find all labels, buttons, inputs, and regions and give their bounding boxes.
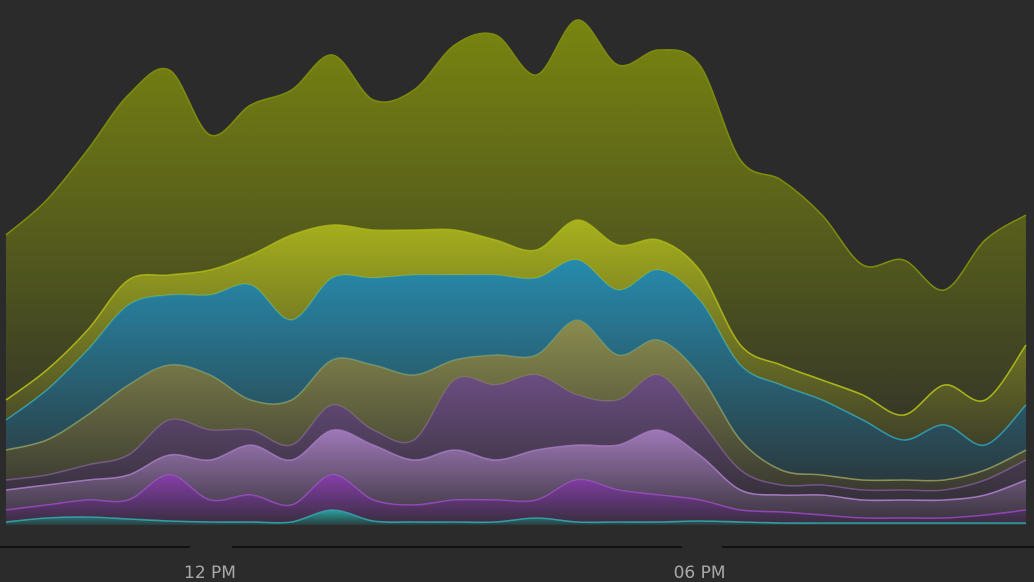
area-edge bbox=[5, 19, 1027, 291]
area bbox=[6, 19, 1026, 416]
plot-area bbox=[5, 19, 1027, 525]
area bbox=[6, 259, 1026, 481]
area bbox=[6, 374, 1026, 501]
x-tick-label: 06 PM bbox=[674, 563, 726, 582]
area bbox=[6, 429, 1026, 519]
area bbox=[6, 474, 1026, 524]
x-tick-label: 12 PM bbox=[184, 563, 236, 582]
area bbox=[6, 320, 1026, 491]
area bbox=[6, 219, 1026, 446]
